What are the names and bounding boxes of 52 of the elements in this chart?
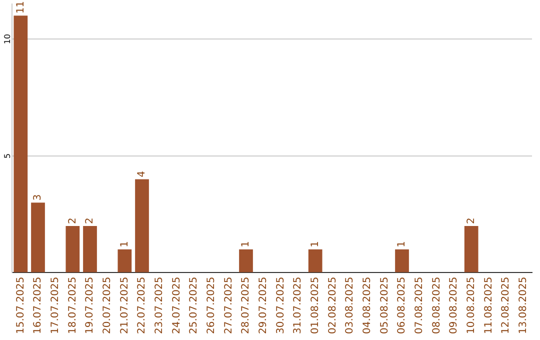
y-tick-label: 10 [3, 34, 12, 44]
data-label: 1 [396, 241, 408, 248]
data-label: 11 [15, 0, 26, 14]
data-label: 2 [84, 218, 96, 224]
x-tick-label: 25.07.2025 [188, 276, 200, 334]
bar [135, 179, 149, 272]
data-label: 2 [67, 218, 78, 224]
x-tick-label: 18.07.2025 [67, 276, 78, 334]
x-tick-label: 17.07.2025 [50, 276, 61, 334]
x-tick-label: 05.08.2025 [379, 276, 390, 334]
x-tick-label: 28.07.2025 [240, 276, 252, 334]
x-tick-label: 22.07.2025 [136, 276, 148, 334]
data-label: 3 [32, 194, 44, 201]
x-tick-label: 19.07.2025 [84, 276, 96, 334]
x-tick-label: 04.08.2025 [362, 276, 373, 334]
x-tick-label: 31.07.2025 [292, 276, 304, 334]
x-tick-label: 16.07.2025 [32, 276, 44, 334]
x-tick-label: 13.08.2025 [518, 276, 529, 334]
x-tick-label: 12.08.2025 [500, 276, 512, 334]
bar [118, 249, 132, 272]
x-tick-label: 15.07.2025 [15, 276, 26, 334]
data-label: 1 [310, 241, 321, 248]
bar [66, 226, 80, 272]
x-tick-label: 06.08.2025 [396, 276, 408, 334]
x-tick-label: 29.07.2025 [258, 276, 269, 334]
x-tick-label: 03.08.2025 [344, 276, 356, 334]
x-tick-label: 02.08.2025 [327, 276, 338, 334]
data-label: 1 [240, 241, 252, 248]
x-tick-label: 21.07.2025 [119, 276, 130, 334]
bar [14, 16, 28, 272]
data-label: 4 [136, 170, 148, 178]
bar [31, 202, 45, 272]
bar [83, 226, 97, 272]
data-label: 2 [466, 218, 477, 224]
data-label: 1 [119, 241, 130, 248]
x-tick-label: 10.08.2025 [466, 276, 477, 334]
bar [395, 249, 409, 272]
x-tick-label: 26.07.2025 [206, 276, 217, 334]
x-tick-label: 08.08.2025 [431, 276, 442, 334]
bar [239, 249, 253, 272]
x-tick-label: 01.08.2025 [310, 276, 321, 334]
x-tick-label: 07.08.2025 [414, 276, 425, 334]
x-tick-label: 23.07.2025 [154, 276, 165, 334]
x-tick-label: 20.07.2025 [102, 276, 113, 334]
bar [464, 226, 478, 272]
bar [308, 249, 322, 272]
x-tick-label: 30.07.2025 [275, 276, 286, 334]
x-tick-label: 24.07.2025 [171, 276, 182, 334]
x-tick-label: 09.08.2025 [448, 276, 460, 334]
y-tick-label: 5 [3, 153, 12, 158]
x-tick-label: 11.08.2025 [483, 276, 494, 334]
x-tick-label: 27.07.2025 [223, 276, 234, 334]
